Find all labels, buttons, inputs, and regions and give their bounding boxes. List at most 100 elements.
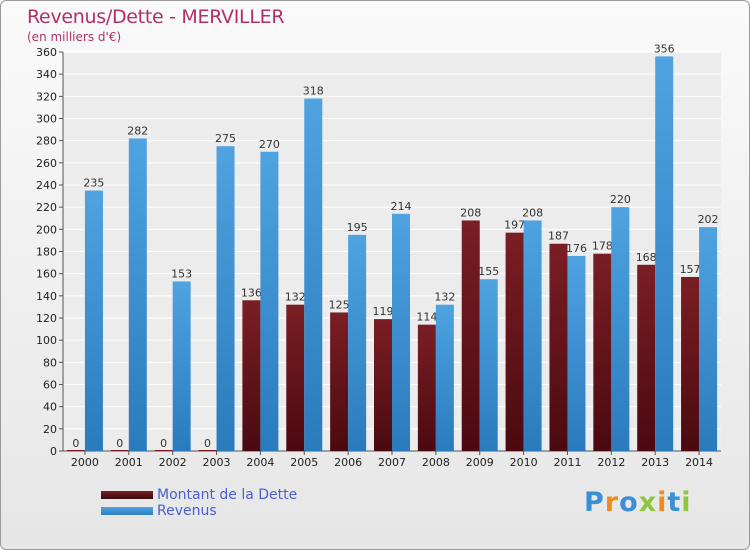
logo-letter: t <box>667 487 682 518</box>
y-tick-label: 40 <box>43 401 57 414</box>
data-label-dette: 119 <box>373 305 394 318</box>
y-tick-label: 120 <box>36 312 57 325</box>
data-label-dette: 168 <box>636 251 657 264</box>
y-tick-label: 140 <box>36 290 57 303</box>
y-tick-label: 320 <box>36 90 57 103</box>
data-label-dette: 0 <box>72 437 79 450</box>
data-label-revenus: 202 <box>698 213 719 226</box>
data-label-dette: 0 <box>116 437 123 450</box>
bar-dette <box>110 450 129 451</box>
legend-label-revenus: Revenus <box>157 503 217 519</box>
bar-revenus <box>128 138 147 451</box>
bar-dette <box>637 264 656 451</box>
data-label-dette: 208 <box>460 206 481 219</box>
logo-letter: r <box>604 487 620 518</box>
data-label-revenus: 132 <box>434 291 455 304</box>
data-label-revenus: 214 <box>391 200 412 213</box>
y-tick-label: 180 <box>36 246 57 259</box>
data-label-dette: 0 <box>160 437 167 450</box>
data-label-dette: 0 <box>204 437 211 450</box>
data-label-dette: 114 <box>416 311 437 324</box>
data-label-dette: 187 <box>548 230 569 243</box>
bar-dette <box>286 304 305 451</box>
bar-revenus <box>699 227 718 451</box>
legend-label-dette: Montant de la Dette <box>157 487 298 503</box>
bar-dette <box>417 324 436 451</box>
data-label-revenus: 235 <box>83 177 104 190</box>
legend-swatch-dette <box>101 491 153 499</box>
x-tick-label: 2012 <box>597 456 625 469</box>
data-label-dette: 157 <box>680 263 701 276</box>
data-label-dette: 132 <box>285 291 306 304</box>
bar-revenus <box>567 255 586 451</box>
x-tick-label: 2004 <box>246 456 274 469</box>
x-tick-label: 2010 <box>510 456 538 469</box>
bar-dette <box>66 450 85 451</box>
y-tick-label: 100 <box>36 334 57 347</box>
y-tick-label: 60 <box>43 379 57 392</box>
data-label-revenus: 208 <box>522 206 543 219</box>
y-tick-label: 280 <box>36 135 57 148</box>
bar-revenus <box>84 190 103 451</box>
data-label-revenus: 282 <box>127 124 148 137</box>
bar-dette <box>505 232 524 451</box>
y-tick-label: 200 <box>36 223 57 236</box>
x-tick-label: 2007 <box>378 456 406 469</box>
data-label-dette: 197 <box>504 219 525 232</box>
bar-dette <box>593 253 612 451</box>
x-tick-label: 2009 <box>466 456 494 469</box>
y-tick-label: 300 <box>36 113 57 126</box>
bar-dette <box>461 220 480 451</box>
data-label-revenus: 155 <box>478 265 499 278</box>
bar-revenus <box>392 213 410 451</box>
chart-title: Revenus/Dette - MERVILLER <box>27 6 285 28</box>
y-tick-label: 160 <box>36 268 57 281</box>
proxiti-logo: Proxiti <box>584 487 692 518</box>
y-tick-label: 80 <box>43 356 57 369</box>
bar-dette <box>549 243 568 451</box>
y-tick-label: 0 <box>50 445 57 458</box>
x-tick-label: 2008 <box>422 456 450 469</box>
x-tick-label: 2011 <box>553 456 581 469</box>
bar-revenus <box>655 56 674 451</box>
data-label-revenus: 275 <box>215 132 236 145</box>
logo-letter: i <box>681 487 692 518</box>
data-label-revenus: 270 <box>259 138 280 151</box>
data-label-revenus: 195 <box>347 221 368 234</box>
y-tick-label: 340 <box>36 68 57 81</box>
y-tick-label: 220 <box>36 201 57 214</box>
x-tick-label: 2005 <box>290 456 318 469</box>
x-tick-label: 2014 <box>685 456 713 469</box>
y-tick-label: 240 <box>36 179 57 192</box>
logo-letter: P <box>584 487 605 518</box>
bar-dette <box>374 319 392 451</box>
x-tick-label: 2000 <box>71 456 99 469</box>
chart-subtitle: (en milliers d'€) <box>27 30 122 44</box>
logo-letter: o <box>619 487 639 518</box>
x-tick-label: 2003 <box>203 456 231 469</box>
bar-revenus <box>523 220 542 451</box>
x-tick-label: 2002 <box>159 456 187 469</box>
x-tick-label: 2006 <box>334 456 362 469</box>
legend-swatch-revenus <box>101 507 153 515</box>
bar-dette <box>154 450 173 451</box>
data-label-revenus: 318 <box>303 85 324 98</box>
data-label-revenus: 220 <box>610 193 631 206</box>
bar-dette <box>681 276 700 451</box>
bar-dette <box>330 312 349 451</box>
bar-revenus <box>260 151 279 451</box>
data-label-revenus: 153 <box>171 267 192 280</box>
logo-letter: i <box>657 487 668 518</box>
data-label-revenus: 176 <box>566 242 587 255</box>
bar-dette <box>242 300 261 451</box>
data-label-dette: 125 <box>329 298 350 311</box>
bar-revenus <box>304 98 323 452</box>
data-label-dette: 178 <box>592 240 613 253</box>
data-label-revenus: 356 <box>654 42 675 55</box>
bar-revenus <box>172 281 191 451</box>
logo-letter: x <box>638 487 658 518</box>
data-label-dette: 136 <box>241 286 262 299</box>
x-tick-label: 2001 <box>115 456 143 469</box>
